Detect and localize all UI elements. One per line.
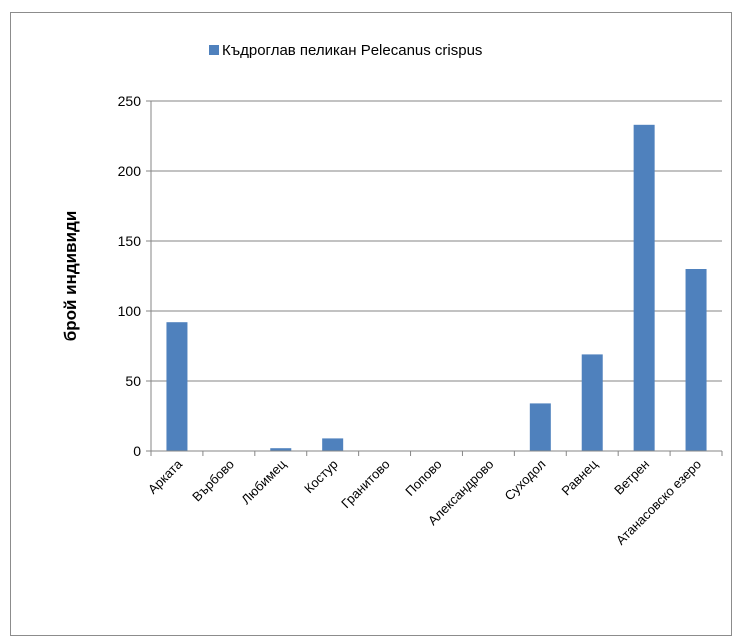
y-axis-title: брой индивиди (61, 211, 80, 342)
chart-frame (10, 12, 732, 636)
x-tick-label: Любимец (238, 456, 289, 507)
gridlines (151, 100, 722, 382)
bar (685, 269, 707, 451)
bar (166, 322, 188, 451)
y-tick-label: 200 (118, 163, 142, 179)
bar (270, 448, 292, 451)
bar (633, 124, 655, 452)
x-axis-ticks (150, 451, 723, 456)
y-tick-label: 0 (133, 443, 141, 459)
y-axis-ticks: 0 50 100 150 200 250 (118, 93, 151, 459)
y-tick-label: 100 (118, 303, 142, 319)
bar (322, 438, 344, 451)
x-tick-label: Суходол (502, 457, 549, 504)
x-tick-label: Гранитово (338, 457, 393, 512)
y-tick-label: 50 (125, 373, 141, 389)
x-tick-label: Равнец (558, 456, 600, 498)
y-tick-label: 250 (118, 93, 142, 109)
legend-label: Къдроглав пеликан Pelecanus crispus (222, 42, 482, 59)
bar (529, 403, 551, 451)
x-tick-label: Костур (301, 457, 341, 497)
x-tick-label: Ветрен (611, 457, 652, 498)
legend: Къдроглав пеликан Pelecanus crispus (209, 42, 482, 59)
x-tick-label: Попово (402, 457, 444, 499)
bars (166, 124, 707, 452)
x-tick-label: Върбово (189, 457, 237, 505)
y-tick-label: 150 (118, 233, 142, 249)
bar (581, 354, 603, 451)
legend-swatch (209, 45, 219, 55)
x-tick-label: Арката (145, 456, 186, 497)
